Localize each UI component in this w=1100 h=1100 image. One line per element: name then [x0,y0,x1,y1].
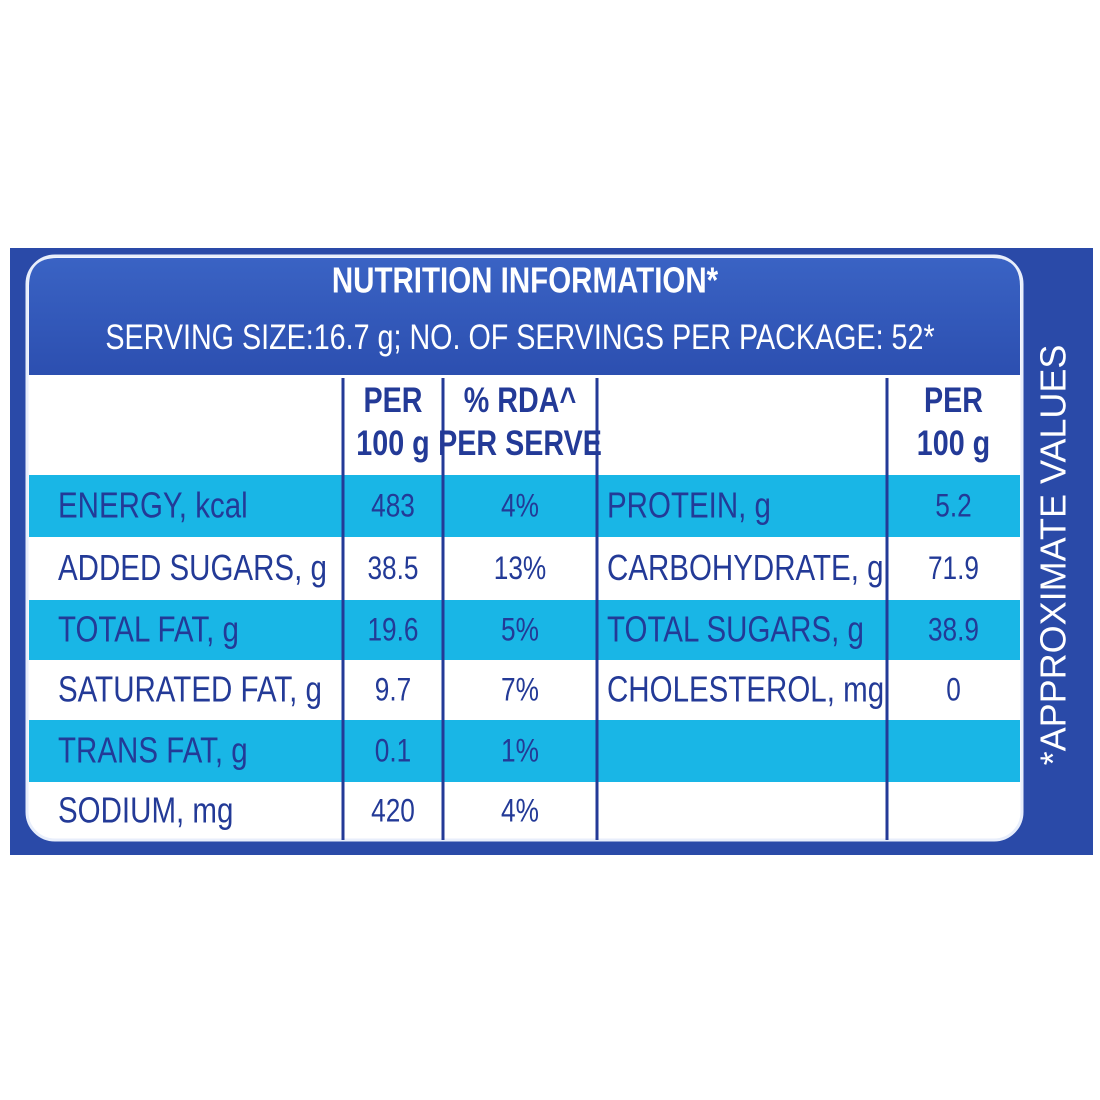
cell-value: 4% [501,489,539,524]
nutrient-name: CARBOHYDRATE, g [607,547,884,587]
cell-value: 38.9 [928,613,979,648]
header-band [29,258,1020,375]
cell-value: 5% [501,613,539,648]
cell-value: 1% [501,734,539,769]
texts: NUTRITION INFORMATION* SERVING SIZE:16.7 … [58,260,990,830]
nutrient-name: TOTAL FAT, g [58,609,239,649]
cell-value: 13% [494,552,547,587]
nutrient-name: CHOLESTEROL, mg [607,669,884,709]
column-lines [341,378,889,840]
side-note: *APPROXIMATE VALUES [1033,345,1074,766]
title: NUTRITION INFORMATION* [332,260,718,300]
cell-value: 0.1 [375,734,411,769]
column-header: 100 g [356,424,429,463]
nutrient-name: PROTEIN, g [607,485,771,525]
nutrient-name: SATURATED FAT, g [58,669,322,709]
rows [29,475,1020,782]
nutrient-name: TOTAL SUGARS, g [607,609,864,649]
cell-value: 7% [501,673,539,708]
serving-info: SERVING SIZE:16.7 g; NO. OF SERVINGS PER… [105,318,934,357]
cell-value: 4% [501,794,539,829]
cell-value: 5.2 [935,489,971,524]
cell-value: 71.9 [928,552,979,587]
nutrient-name: ADDED SUGARS, g [58,547,327,587]
column-header: 100 g [917,424,990,463]
nutrient-name: SODIUM, mg [58,790,233,830]
column-header: PER SERVE [438,424,602,463]
cell-value: 483 [371,489,415,524]
cell-value: 0 [946,673,961,708]
cell-value: 9.7 [375,673,411,708]
column-header: PER [363,381,422,420]
column-header: % RDA^ [464,381,576,420]
cell-value: 19.6 [367,613,418,648]
table-frame [25,254,1024,842]
row-band [29,475,1020,537]
cell-value: 38.5 [367,552,418,587]
nutrient-name: TRANS FAT, g [58,730,248,770]
column-header: PER [924,381,983,420]
row-band [29,600,1020,660]
row-band [29,720,1020,782]
nutrient-name: ENERGY, kcal [58,485,248,525]
cell-value: 420 [371,794,415,829]
